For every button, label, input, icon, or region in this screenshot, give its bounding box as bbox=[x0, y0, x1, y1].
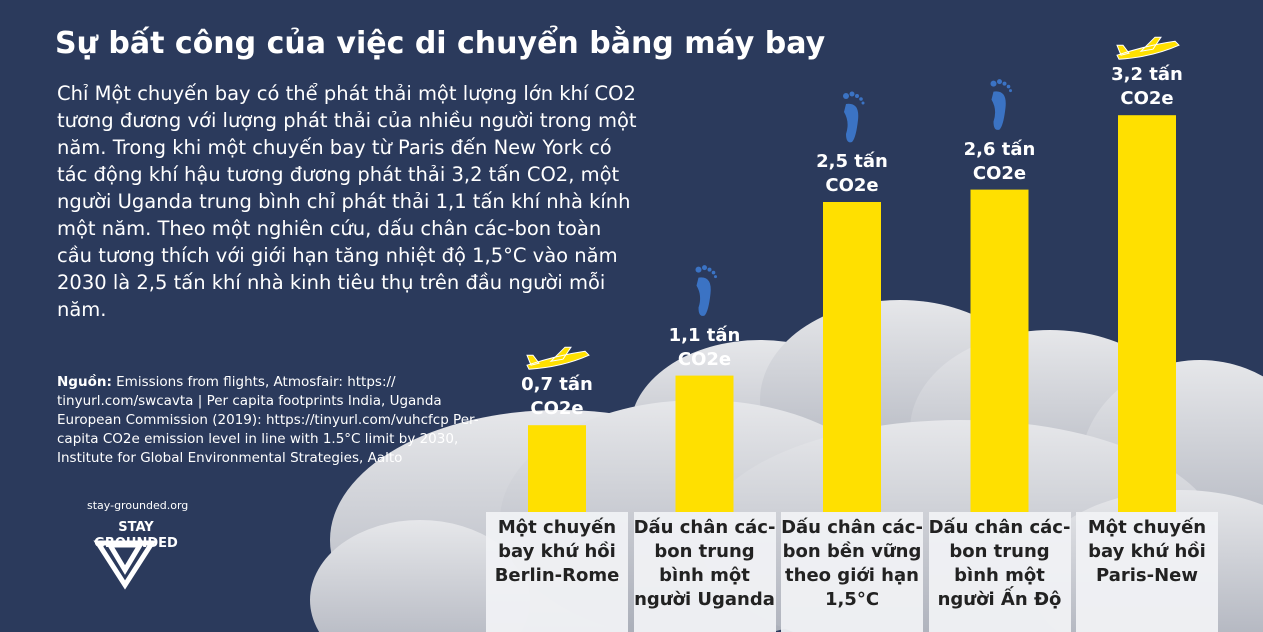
footprint-toe bbox=[1006, 84, 1011, 89]
value-label: 2,5 tấn CO2e bbox=[816, 151, 888, 196]
footprint-toe bbox=[843, 93, 849, 99]
source-label: Nguồn: bbox=[57, 374, 112, 390]
value-label: 2,6 tấn CO2e bbox=[963, 138, 1036, 184]
footprint-toe bbox=[859, 97, 863, 101]
footprint-toe bbox=[707, 267, 712, 272]
footprint-toe bbox=[711, 270, 716, 275]
bar bbox=[823, 202, 881, 512]
footprint-toe bbox=[702, 265, 707, 271]
source: Nguồn: Emissions from flights, Atmosfair… bbox=[57, 373, 497, 468]
category-label: Một chuyến bay khứ hồi Paris-New bbox=[1076, 512, 1218, 632]
footprint-toe bbox=[714, 275, 717, 279]
category-label: Dấu chân các-bon bền vững theo giới hạn … bbox=[781, 512, 923, 632]
logo: STAY GROUNDED bbox=[94, 520, 178, 551]
footprint-icon bbox=[696, 277, 711, 316]
footprint-toe bbox=[990, 80, 997, 87]
bar bbox=[675, 375, 734, 512]
value-label: 3,2 tấn CO2e bbox=[1111, 64, 1183, 110]
footprint-icon bbox=[991, 91, 1006, 130]
footprint-toe bbox=[849, 91, 855, 97]
source-text: Emissions from flights, Atmosfair: https… bbox=[57, 374, 479, 466]
footprint-toe bbox=[861, 101, 865, 105]
plane-icon bbox=[526, 346, 590, 370]
value-label: 0,7 tấn CO2e bbox=[521, 374, 593, 420]
plane-icon bbox=[1116, 36, 1180, 60]
footprint-icon bbox=[844, 103, 859, 143]
subtitle: Chỉ Một chuyến bay có thể phát thải một … bbox=[57, 82, 637, 321]
footprint-toe bbox=[997, 79, 1002, 85]
footprint-toe bbox=[1002, 81, 1007, 86]
bar bbox=[528, 425, 586, 512]
site: stay-grounded.org bbox=[87, 499, 189, 512]
category-label: Một chuyến bay khứ hồi Berlin-Rome bbox=[486, 512, 628, 632]
category-label: Dấu chân các-bon trung bình một người Ấn… bbox=[928, 512, 1071, 632]
category-label: Dấu chân các-bon trung bình một người Ug… bbox=[633, 512, 776, 632]
bar bbox=[1118, 115, 1176, 512]
bar bbox=[970, 189, 1029, 512]
logo-mark bbox=[93, 540, 157, 590]
footprint-toe bbox=[1009, 89, 1012, 93]
value-label: 1,1 tấn CO2e bbox=[668, 324, 741, 370]
footprint-toe bbox=[855, 94, 859, 98]
footprint-toe bbox=[695, 266, 702, 273]
title: Sự bất công của việc di chuyển bằng máy … bbox=[55, 26, 826, 61]
